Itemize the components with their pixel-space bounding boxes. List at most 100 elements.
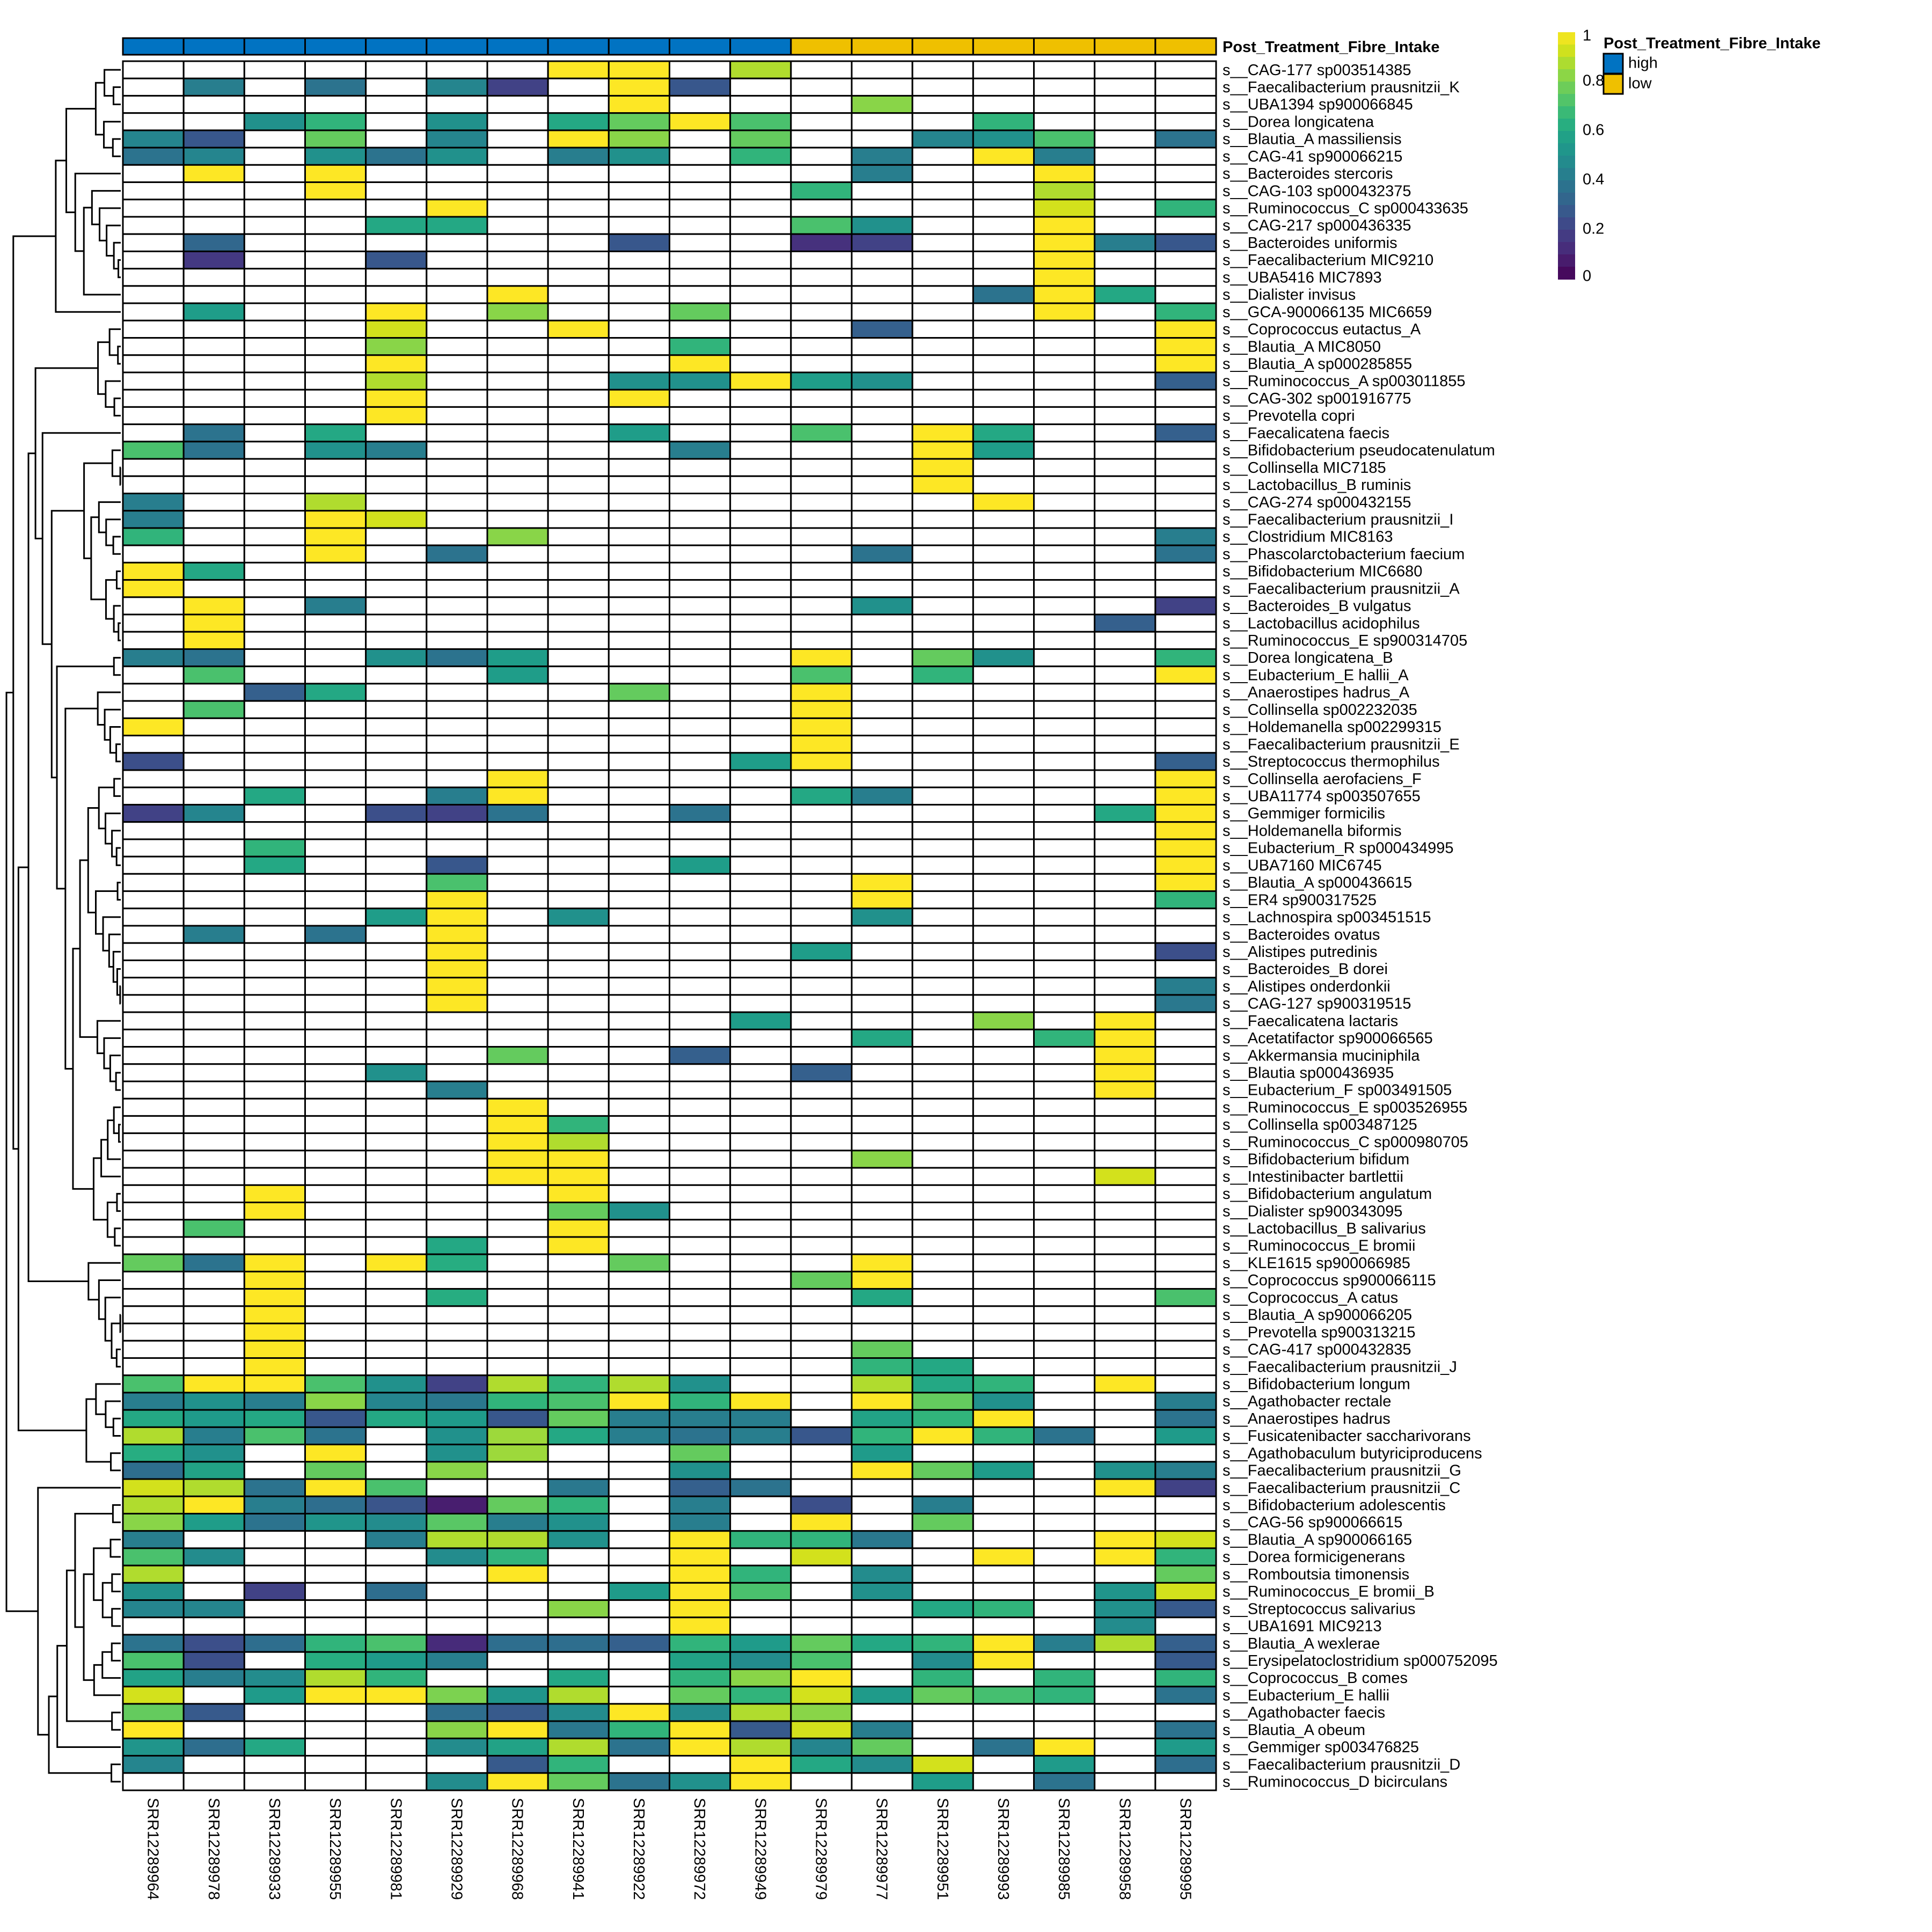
heatmap-cell bbox=[608, 60, 671, 79]
heatmap-cell bbox=[669, 977, 731, 996]
row-label: s__Agathobacter faecis bbox=[1223, 1704, 1385, 1722]
heatmap-cell bbox=[972, 890, 1035, 910]
heatmap-cell bbox=[1094, 285, 1157, 304]
heatmap-cell bbox=[547, 216, 610, 235]
heatmap-cell bbox=[790, 683, 853, 702]
heatmap-cell bbox=[911, 1270, 974, 1290]
row-label: s__Bifidobacterium pseudocatenulatum bbox=[1223, 442, 1495, 459]
heatmap-cell bbox=[1154, 994, 1217, 1013]
heatmap-cell bbox=[547, 458, 610, 477]
heatmap-cell bbox=[486, 147, 549, 166]
heatmap-cell bbox=[1094, 1253, 1157, 1272]
heatmap-cell bbox=[1154, 1686, 1217, 1705]
heatmap-cell bbox=[911, 873, 974, 892]
heatmap-cell bbox=[790, 1720, 853, 1739]
row-label: s__Blautia_A obeum bbox=[1223, 1722, 1365, 1739]
dendrogram-branch bbox=[115, 1348, 121, 1368]
row-label: s__UBA5416 MIC7893 bbox=[1223, 269, 1382, 286]
heatmap-cell bbox=[486, 1634, 549, 1653]
heatmap-cell bbox=[1033, 908, 1096, 927]
heatmap-cell bbox=[972, 1703, 1035, 1722]
heatmap-cell bbox=[1033, 1668, 1096, 1688]
heatmap-cell bbox=[729, 855, 792, 875]
heatmap-cell bbox=[729, 77, 792, 97]
heatmap-cell bbox=[911, 1634, 974, 1653]
heatmap-cell bbox=[608, 1530, 671, 1549]
heatmap-cell bbox=[669, 1288, 731, 1307]
colorbar-segment bbox=[1558, 180, 1575, 193]
colorbar-tick-label: 0 bbox=[1583, 268, 1591, 285]
heatmap-cell bbox=[911, 423, 974, 443]
heatmap-cell bbox=[243, 855, 306, 875]
heatmap-cell bbox=[1154, 164, 1217, 184]
heatmap-cell bbox=[729, 631, 792, 650]
heatmap-cell bbox=[972, 493, 1035, 512]
heatmap-cell bbox=[304, 371, 367, 391]
heatmap-cell bbox=[304, 1340, 367, 1359]
heatmap-cell bbox=[729, 268, 792, 287]
heatmap-cell bbox=[851, 1409, 913, 1428]
heatmap-cell bbox=[426, 458, 488, 477]
heatmap-cell bbox=[851, 908, 913, 927]
row-label: s__Alistipes putredinis bbox=[1223, 943, 1378, 961]
heatmap-cell bbox=[182, 977, 245, 996]
heatmap-cell bbox=[182, 371, 245, 391]
heatmap-cell bbox=[851, 354, 913, 374]
heatmap-cell bbox=[1094, 1426, 1157, 1446]
heatmap-cell bbox=[426, 337, 488, 356]
heatmap-cell bbox=[365, 181, 428, 201]
heatmap-cell bbox=[243, 216, 306, 235]
heatmap-cell bbox=[243, 1599, 306, 1619]
heatmap-cell bbox=[486, 631, 549, 650]
heatmap-cell bbox=[790, 181, 853, 201]
heatmap-cell bbox=[669, 94, 731, 114]
column-label: SRR12289968 bbox=[509, 1798, 526, 1900]
heatmap-cell bbox=[243, 147, 306, 166]
heatmap-cell bbox=[608, 959, 671, 979]
heatmap-cell bbox=[1033, 1028, 1096, 1048]
heatmap-cell bbox=[729, 873, 792, 892]
heatmap-cell bbox=[669, 1512, 731, 1532]
heatmap-cell bbox=[1094, 838, 1157, 858]
heatmap-cell bbox=[972, 233, 1035, 252]
heatmap-cell bbox=[972, 855, 1035, 875]
heatmap-cell bbox=[669, 752, 731, 771]
heatmap-cell bbox=[608, 268, 671, 287]
heatmap-cell bbox=[729, 1150, 792, 1169]
heatmap-cell bbox=[608, 1236, 671, 1255]
heatmap-cell bbox=[426, 268, 488, 287]
column-label: SRR12289955 bbox=[326, 1798, 343, 1900]
heatmap-cell bbox=[1033, 1270, 1096, 1290]
heatmap-cell bbox=[851, 1028, 913, 1048]
heatmap-cell bbox=[243, 1167, 306, 1186]
heatmap-cell bbox=[182, 1011, 245, 1030]
heatmap-cell bbox=[547, 855, 610, 875]
dendrogram-branch bbox=[113, 1106, 121, 1135]
heatmap-cell bbox=[1094, 769, 1157, 788]
heatmap-cell bbox=[669, 475, 731, 495]
heatmap-cell bbox=[365, 665, 428, 685]
heatmap-cell bbox=[1094, 1305, 1157, 1324]
heatmap-cell bbox=[486, 855, 549, 875]
heatmap-cell bbox=[851, 1703, 913, 1722]
dendrogram-branch bbox=[116, 1192, 121, 1212]
heatmap-cell bbox=[1094, 129, 1157, 149]
heatmap-cell bbox=[182, 94, 245, 114]
row-label: s__Prevotella copri bbox=[1223, 407, 1355, 425]
heatmap-cell bbox=[972, 285, 1035, 304]
heatmap-cell bbox=[729, 1478, 792, 1497]
heatmap-cell bbox=[608, 458, 671, 477]
heatmap-cell bbox=[122, 216, 185, 235]
heatmap-cell bbox=[972, 579, 1035, 598]
row-label: s__Bifidobacterium MIC6680 bbox=[1223, 563, 1422, 580]
colorbar-tick-label: 0.6 bbox=[1583, 122, 1604, 139]
heatmap-cell bbox=[1154, 1202, 1217, 1221]
heatmap-cell bbox=[182, 994, 245, 1013]
heatmap-cell bbox=[122, 1772, 185, 1791]
heatmap-cell bbox=[1094, 1599, 1157, 1619]
heatmap-cell bbox=[911, 1772, 974, 1791]
heatmap-cell bbox=[547, 1028, 610, 1048]
heatmap-cell bbox=[243, 302, 306, 321]
heatmap-cell bbox=[911, 1374, 974, 1394]
heatmap-cell bbox=[243, 493, 306, 512]
